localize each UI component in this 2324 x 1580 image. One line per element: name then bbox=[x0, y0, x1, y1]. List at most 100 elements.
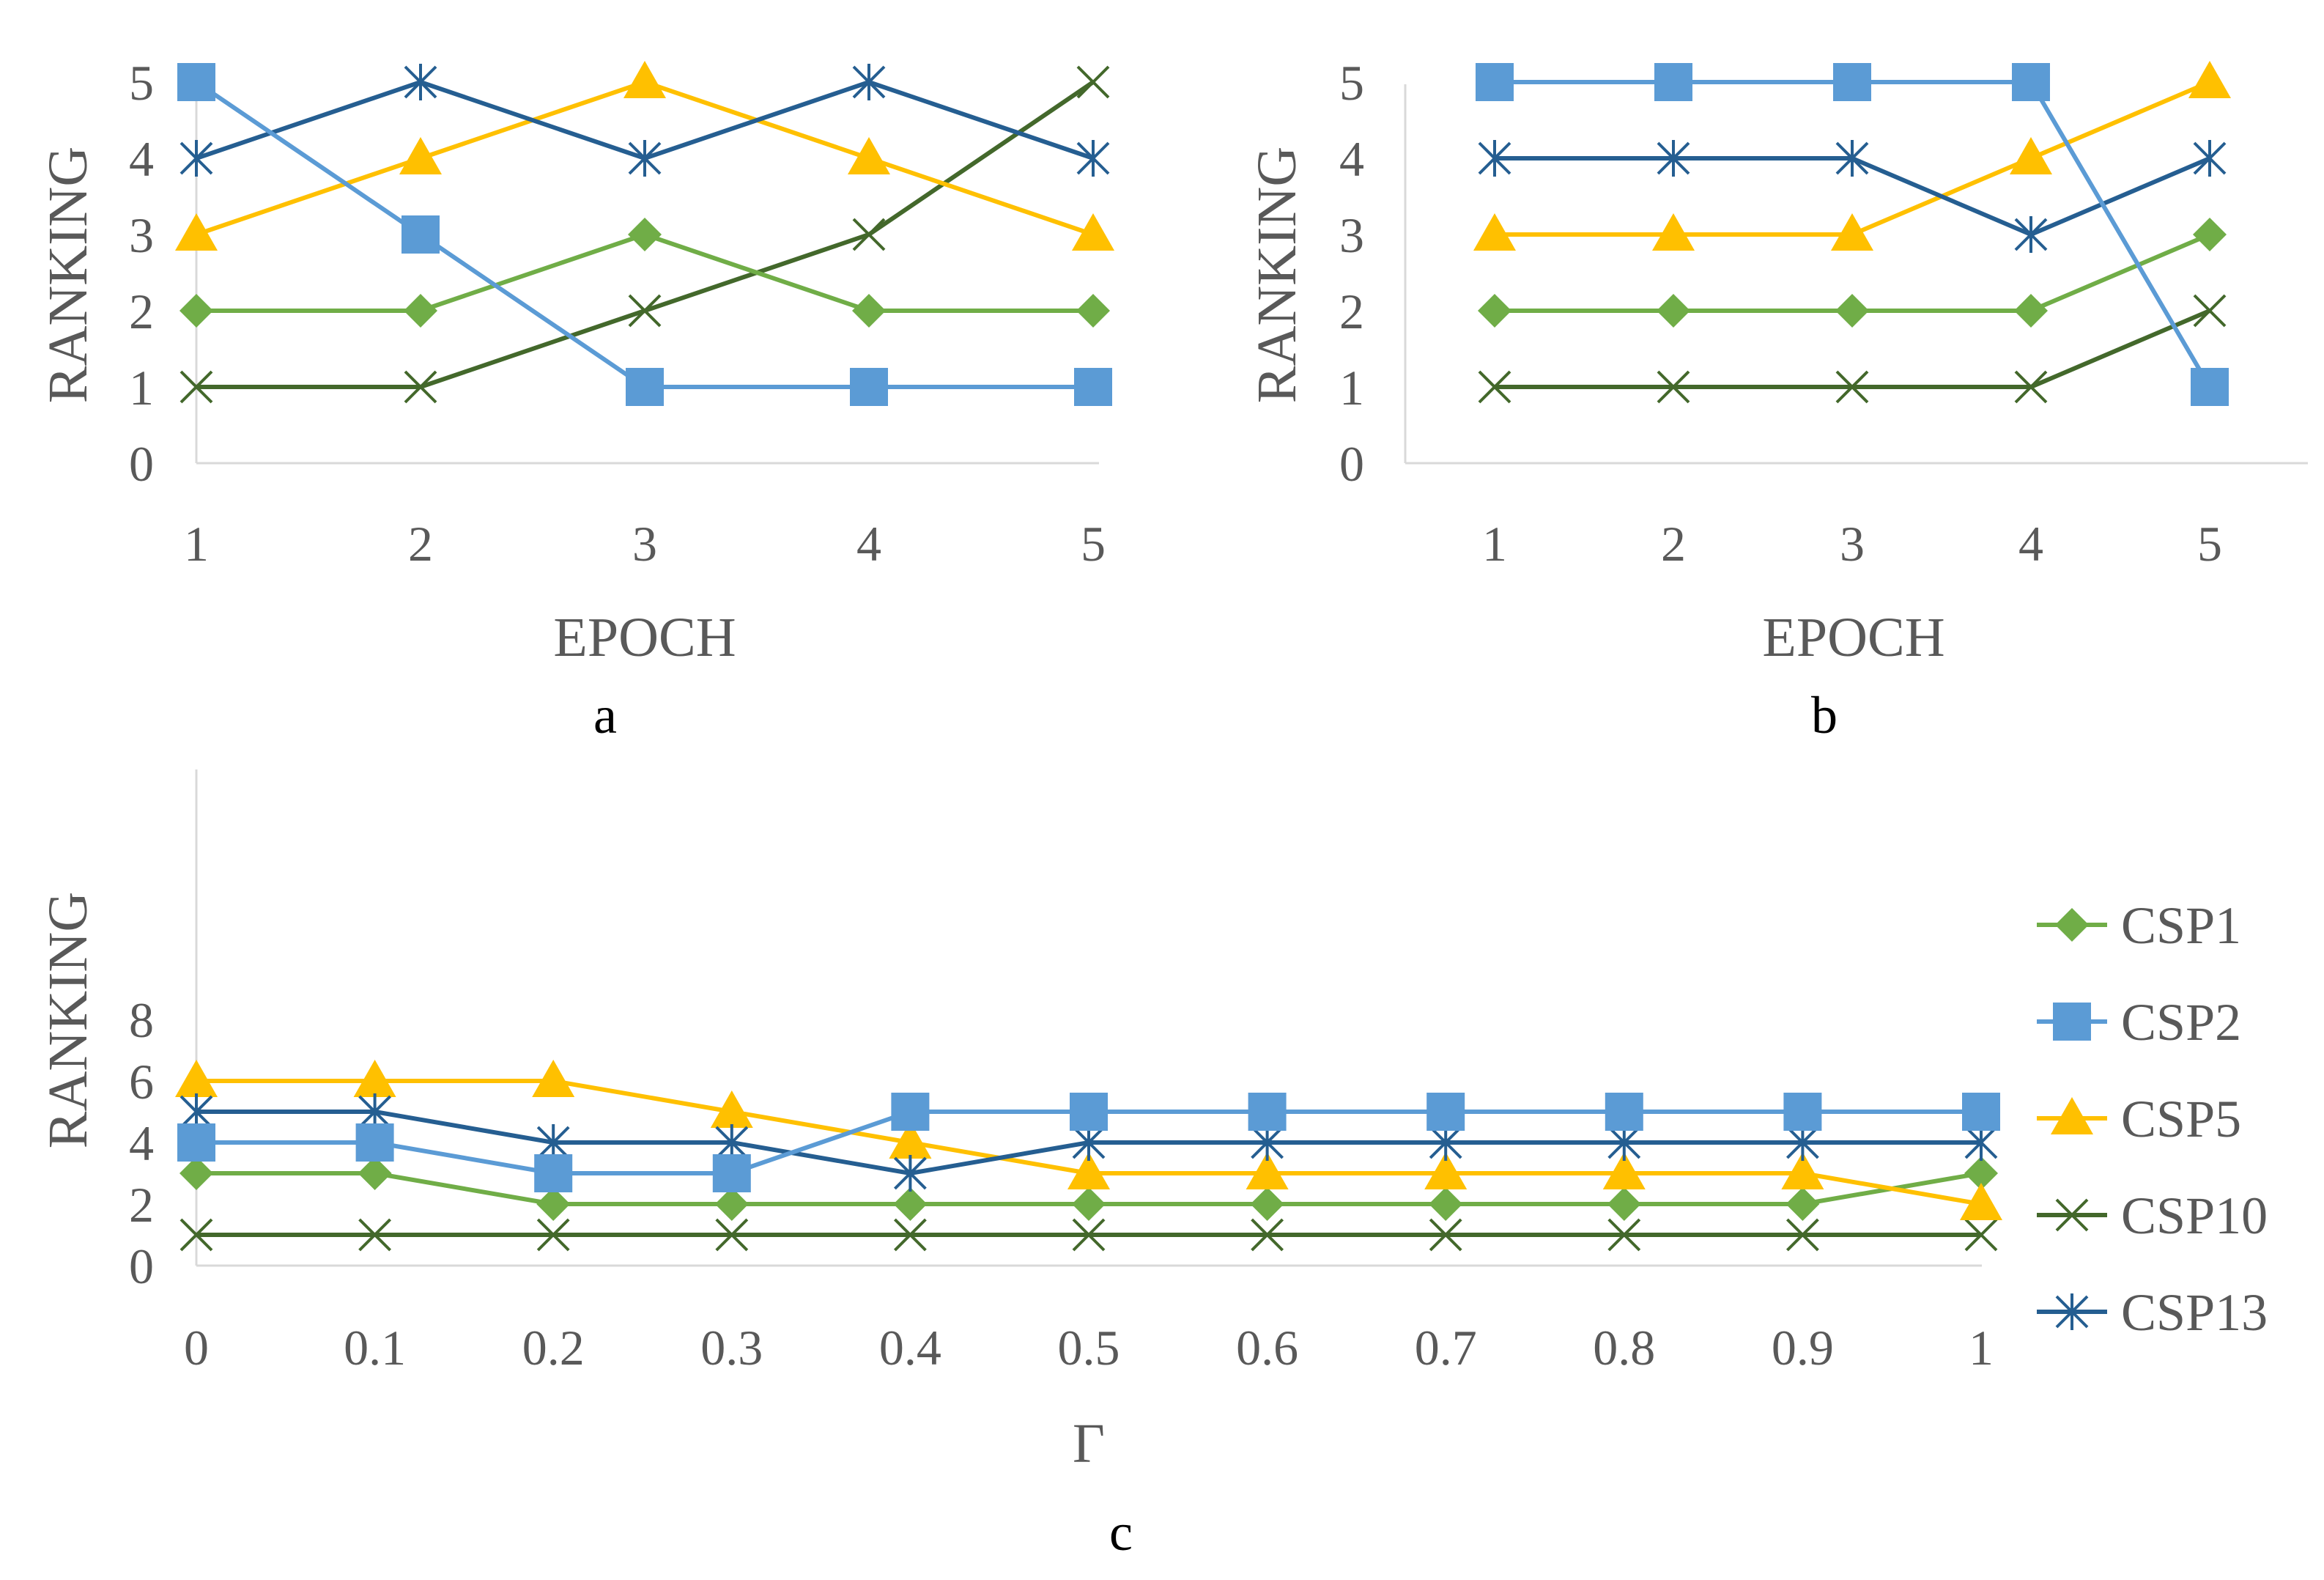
chart-c-point-csp5 bbox=[1602, 1152, 1646, 1189]
chart-c-point-csp10 bbox=[1785, 1218, 1819, 1252]
legend-label: CSP13 bbox=[2121, 1283, 2268, 1342]
chart-a-point-csp1 bbox=[404, 294, 437, 328]
chart-c-point-csp2 bbox=[1426, 1093, 1465, 1131]
chart-c-point-csp5 bbox=[532, 1060, 575, 1097]
chart-a-ylabel: RANKING bbox=[37, 147, 99, 403]
chart-c-point-csp2 bbox=[1248, 1093, 1287, 1131]
chart-a-point-csp13 bbox=[628, 140, 662, 177]
chart-b-y-tick: 5 bbox=[1339, 55, 1364, 111]
legend-item-csp10: CSP10 bbox=[2037, 1186, 2268, 1245]
chart-a-y-tick: 4 bbox=[129, 131, 154, 187]
chart-b-point-csp2 bbox=[1833, 63, 1871, 101]
chart-c-y-tick: 0 bbox=[129, 1238, 154, 1294]
chart-c-point-csp5 bbox=[1067, 1152, 1110, 1189]
chart-a-point-csp13 bbox=[852, 64, 886, 100]
chart-c-point-csp13 bbox=[893, 1155, 927, 1192]
chart-a-point-csp2 bbox=[177, 63, 215, 101]
chart-b-point-csp2 bbox=[1476, 63, 1514, 101]
chart-a-point-csp13 bbox=[1076, 140, 1110, 177]
legend-label: CSP10 bbox=[2121, 1186, 2268, 1245]
chart-b-point-csp13 bbox=[1835, 140, 1869, 177]
chart-c-point-csp10 bbox=[180, 1218, 213, 1252]
chart-c-point-csp1 bbox=[1964, 1156, 1998, 1190]
chart-b-point-csp10 bbox=[1657, 370, 1690, 404]
chart-a-x-tick: 4 bbox=[856, 516, 881, 572]
chart-b: RANKING EPOCH b 0 1 2 3 4 5 1 2 3 4 5 bbox=[1246, 55, 2308, 745]
legend-item-csp1: CSP1 bbox=[2037, 896, 2241, 955]
chart-a-point-csp10 bbox=[852, 218, 886, 251]
chart-b-point-csp5 bbox=[2010, 137, 2052, 174]
chart-b-y-tick: 1 bbox=[1339, 360, 1364, 416]
chart-c-point-csp10 bbox=[536, 1218, 570, 1252]
chart-c-point-csp5 bbox=[1246, 1152, 1289, 1189]
chart-c-point-csp5 bbox=[175, 1060, 218, 1097]
chart-c-point-csp5 bbox=[353, 1060, 396, 1097]
chart-a-point-csp5 bbox=[175, 213, 218, 251]
chart-a-point-csp1 bbox=[180, 294, 213, 328]
chart-c-point-csp1 bbox=[180, 1156, 213, 1190]
chart-a-x-tick: 1 bbox=[184, 516, 209, 572]
chart-b-point-csp10 bbox=[2193, 294, 2227, 328]
chart-c-x-tick: 0.3 bbox=[700, 1320, 763, 1376]
chart-a-point-csp2 bbox=[850, 368, 888, 406]
chart-c-point-csp2 bbox=[1605, 1093, 1643, 1131]
legend-label: CSP1 bbox=[2121, 896, 2241, 955]
chart-c-x-tick: 0.7 bbox=[1415, 1320, 1477, 1376]
chart-b-point-csp10 bbox=[2014, 370, 2048, 404]
chart-a-y-tick: 2 bbox=[129, 284, 154, 339]
chart-c-point-csp1 bbox=[1607, 1187, 1641, 1221]
chart-c-y-tick: 2 bbox=[129, 1177, 154, 1233]
chart-a-point-csp2 bbox=[626, 368, 664, 406]
chart-c-point-csp1 bbox=[358, 1156, 392, 1190]
chart-b-point-csp2 bbox=[2012, 63, 2050, 101]
chart-b-point-csp13 bbox=[1478, 140, 1511, 177]
chart-c-point-csp1 bbox=[1785, 1187, 1820, 1221]
asterisk-icon bbox=[2055, 1293, 2089, 1330]
chart-c-point-csp1 bbox=[536, 1187, 571, 1221]
chart-b-point-csp13 bbox=[2014, 216, 2048, 253]
chart-b-y-tick: 2 bbox=[1339, 284, 1364, 339]
chart-c-x-tick: 0.6 bbox=[1236, 1320, 1298, 1376]
chart-b-x-tick: 1 bbox=[1482, 516, 1507, 572]
chart-c-point-csp2 bbox=[177, 1123, 215, 1162]
chart-b-point-csp10 bbox=[1835, 370, 1869, 404]
triangle-icon bbox=[2051, 1097, 2093, 1134]
legend-label: CSP2 bbox=[2121, 993, 2241, 1052]
chart-c-point-csp10 bbox=[1607, 1218, 1641, 1252]
chart-b-caption: b bbox=[1811, 686, 1838, 745]
chart-b-point-csp13 bbox=[1657, 140, 1690, 177]
chart-c-point-csp10 bbox=[1072, 1218, 1106, 1252]
chart-a-point-csp5 bbox=[848, 137, 890, 174]
chart-a-x-tick: 2 bbox=[408, 516, 433, 572]
chart-c-point-csp2 bbox=[1783, 1093, 1822, 1131]
legend-label: CSP5 bbox=[2121, 1090, 2241, 1148]
chart-c-point-csp5 bbox=[889, 1121, 932, 1159]
chart-c-x-tick: 0.5 bbox=[1058, 1320, 1120, 1376]
chart-a-y-tick: 5 bbox=[129, 55, 154, 111]
chart-c-point-csp2 bbox=[355, 1123, 394, 1162]
chart-c-x-tick: 1 bbox=[1969, 1320, 1994, 1376]
chart-c-y-tick: 6 bbox=[129, 1054, 154, 1110]
chart-c-point-csp1 bbox=[1429, 1187, 1463, 1221]
x-cross-icon bbox=[2055, 1198, 2089, 1232]
chart-c-point-csp10 bbox=[1964, 1218, 1998, 1252]
chart-a-point-csp10 bbox=[180, 370, 213, 404]
square-icon bbox=[2053, 1003, 2091, 1041]
chart-a-point-csp10 bbox=[628, 294, 662, 328]
chart-c-point-csp1 bbox=[893, 1187, 928, 1221]
chart-c-point-csp1 bbox=[1072, 1187, 1106, 1221]
chart-c-point-csp2 bbox=[891, 1093, 930, 1131]
chart-b-ylabel: RANKING bbox=[1246, 147, 1308, 403]
chart-c-x-tick: 0 bbox=[184, 1320, 209, 1376]
chart-a-point-csp1 bbox=[852, 294, 886, 328]
chart-c-point-csp2 bbox=[712, 1154, 751, 1192]
chart-c-x-tick: 0.8 bbox=[1593, 1320, 1655, 1376]
chart-b-point-csp13 bbox=[2193, 140, 2227, 177]
chart-b-point-csp1 bbox=[1478, 294, 1511, 328]
chart-c-point-csp5 bbox=[710, 1090, 753, 1128]
chart-c-point-csp10 bbox=[893, 1218, 927, 1252]
chart-c-xlabel: Γ bbox=[1073, 1413, 1105, 1474]
